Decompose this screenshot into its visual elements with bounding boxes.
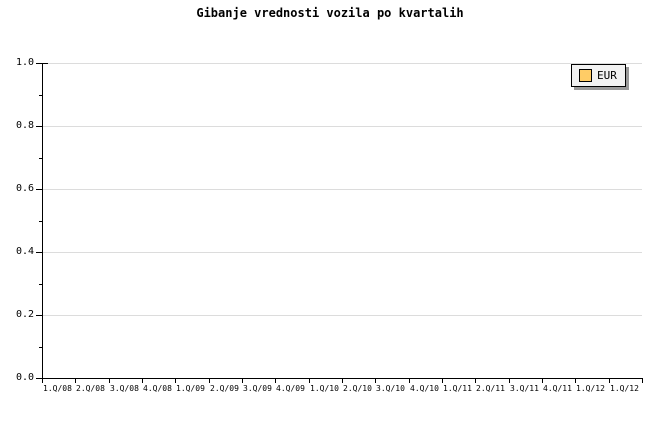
y-gridline xyxy=(43,63,642,64)
chart-title: Gibanje vrednosti vozila po kvartalih xyxy=(196,6,464,20)
x-axis-label: 1.Q/12 xyxy=(576,384,605,393)
x-axis-tick xyxy=(109,378,110,383)
x-axis-tick xyxy=(242,378,243,383)
y-gridline xyxy=(43,126,642,127)
x-axis-tick xyxy=(209,378,210,383)
legend-label: EUR xyxy=(597,69,617,82)
x-axis-tick xyxy=(42,378,43,383)
x-axis-label: 2.Q/10 xyxy=(343,384,372,393)
x-axis-label: 1.Q/10 xyxy=(310,384,339,393)
x-axis-tick xyxy=(475,378,476,383)
x-axis-tick xyxy=(275,378,276,383)
axis-top-cap xyxy=(43,63,48,64)
x-axis-tick xyxy=(609,378,610,383)
y-major-tick xyxy=(36,252,42,253)
x-axis-label: 3.Q/11 xyxy=(510,384,539,393)
y-axis-label: 1.0 xyxy=(15,57,34,68)
y-minor-tick xyxy=(39,95,42,96)
x-axis-label: 1.Q/12 xyxy=(610,384,639,393)
x-axis-tick xyxy=(309,378,310,383)
x-axis-tick xyxy=(409,378,410,383)
y-axis-label: 0.4 xyxy=(15,246,34,257)
x-axis-tick xyxy=(75,378,76,383)
x-axis-tick xyxy=(542,378,543,383)
y-major-tick xyxy=(36,63,42,64)
x-axis-tick xyxy=(442,378,443,383)
eur-series-swatch-icon xyxy=(579,69,592,82)
x-axis-tick xyxy=(342,378,343,383)
y-axis-label: 0.6 xyxy=(15,183,34,194)
x-axis-label: 3.Q/10 xyxy=(376,384,405,393)
x-axis-tick xyxy=(575,378,576,383)
y-axis-label: 0.8 xyxy=(15,120,34,131)
x-axis-tick xyxy=(509,378,510,383)
x-axis-label: 1.Q/09 xyxy=(176,384,205,393)
x-axis-label: 4.Q/08 xyxy=(143,384,172,393)
y-minor-tick xyxy=(39,284,42,285)
y-major-tick xyxy=(36,189,42,190)
x-axis-label: 1.Q/08 xyxy=(43,384,72,393)
y-major-tick xyxy=(36,378,42,379)
y-minor-tick xyxy=(39,221,42,222)
y-minor-tick xyxy=(39,347,42,348)
y-gridline xyxy=(43,189,642,190)
y-gridline xyxy=(43,252,642,253)
y-gridline xyxy=(43,315,642,316)
x-axis-label: 4.Q/10 xyxy=(410,384,439,393)
x-axis-tick xyxy=(142,378,143,383)
x-axis-tick xyxy=(175,378,176,383)
x-axis-label: 3.Q/09 xyxy=(243,384,272,393)
plot-area xyxy=(42,63,643,379)
x-axis-tick xyxy=(375,378,376,383)
x-axis-label: 4.Q/11 xyxy=(543,384,572,393)
y-axis-label: 0.2 xyxy=(15,309,34,320)
x-axis-label: 1.Q/11 xyxy=(443,384,472,393)
x-axis-tick xyxy=(642,378,643,383)
y-major-tick xyxy=(36,126,42,127)
y-minor-tick xyxy=(39,158,42,159)
x-axis-label: 2.Q/09 xyxy=(210,384,239,393)
y-major-tick xyxy=(36,315,42,316)
x-axis-label: 2.Q/08 xyxy=(76,384,105,393)
x-axis-label: 2.Q/11 xyxy=(476,384,505,393)
x-axis-label: 3.Q/08 xyxy=(110,384,139,393)
y-axis-label: 0.0 xyxy=(15,372,34,383)
x-axis-label: 4.Q/09 xyxy=(276,384,305,393)
legend: EUR xyxy=(571,64,626,87)
